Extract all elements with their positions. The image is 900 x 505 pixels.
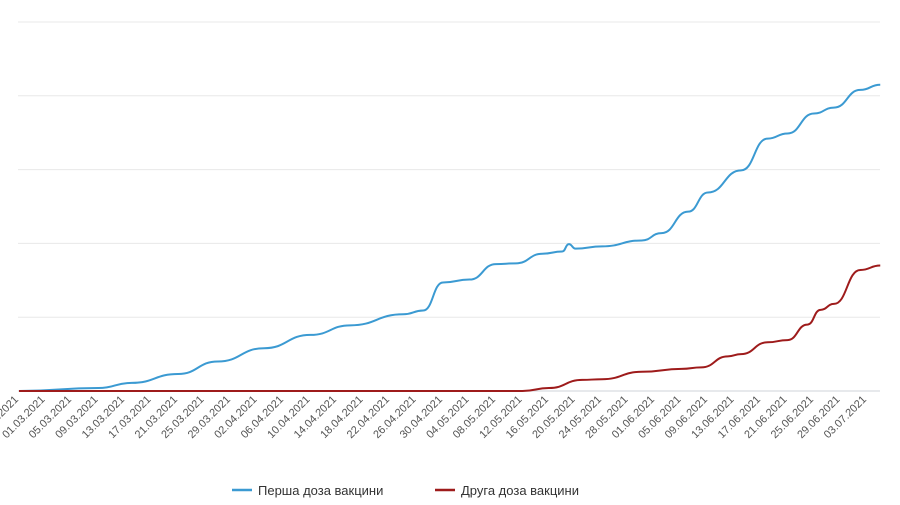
- series-line-1: [19, 264, 881, 393]
- series-lines: [18, 83, 881, 393]
- legend-item-first-dose[interactable]: Перша доза вакцини: [232, 483, 383, 498]
- x-axis-ticks: 25.02.202101.03.202105.03.202109.03.2021…: [0, 394, 869, 441]
- legend-label-first-dose: Перша доза вакцини: [258, 483, 383, 498]
- series-line-0: [18, 83, 881, 392]
- legend: Перша доза вакцини Друга доза вакцини: [232, 483, 579, 498]
- legend-item-second-dose[interactable]: Друга доза вакцини: [435, 483, 579, 498]
- gridlines: [18, 21, 880, 392]
- legend-label-second-dose: Друга доза вакцини: [461, 483, 579, 498]
